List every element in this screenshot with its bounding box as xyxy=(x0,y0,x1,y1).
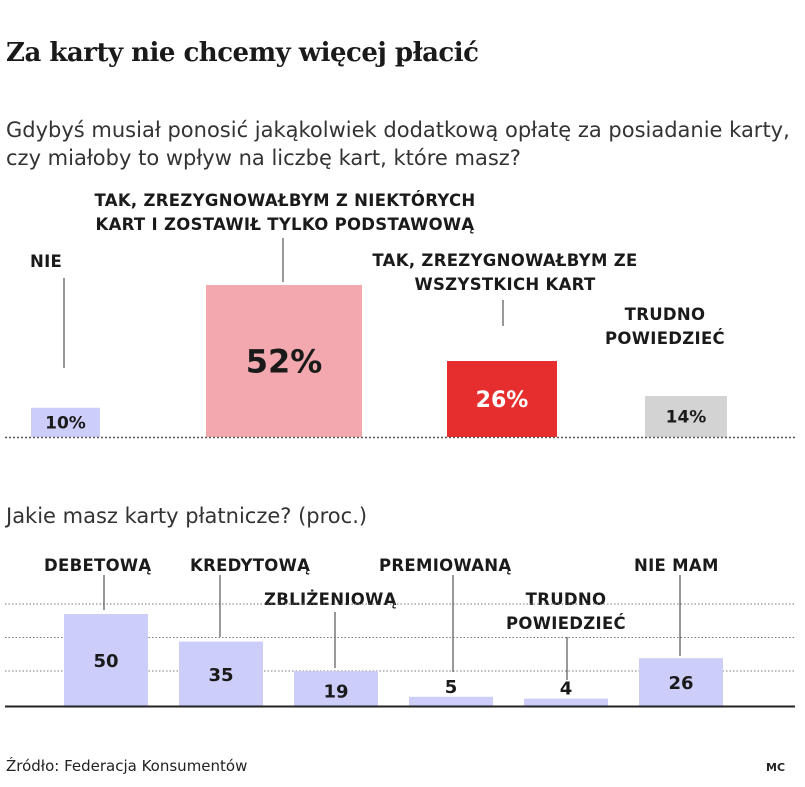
survey-question-1: Gdybyś musiał ponosić jakąkolwiek dodatk… xyxy=(6,118,790,170)
bar-2 xyxy=(206,285,362,437)
bar-1 xyxy=(31,407,100,437)
bar-4 xyxy=(524,698,608,706)
bar-4 xyxy=(645,396,727,437)
card-label-premiowana: PREMIOWANĄ xyxy=(379,556,512,575)
data-label-4: 14% xyxy=(666,408,707,428)
card-label-debetowa: DEBETOWĄ xyxy=(44,556,152,575)
bar-35 xyxy=(179,641,263,706)
data-label-19: 19 xyxy=(323,682,348,703)
category-label-tak-wszystkich: TAK, ZREZYGNOWAŁBYM ZE WSZYSTKICH KART xyxy=(372,251,638,294)
bar-3 xyxy=(447,361,557,437)
bar-26 xyxy=(639,658,723,706)
category-label-nie: NIE xyxy=(30,252,63,271)
data-label-4: 4 xyxy=(560,679,573,700)
bar-5 xyxy=(409,696,493,706)
chart-title: Za karty nie chcemy więcej płacić xyxy=(6,38,479,68)
data-label-1: 10% xyxy=(45,414,86,434)
card-label-trudno: TRUDNO POWIEDZIEĆ xyxy=(506,590,626,633)
card-label-nie-mam: NIE MAM xyxy=(634,556,719,575)
data-label-5: 5 xyxy=(445,677,458,698)
data-label-50: 50 xyxy=(93,651,118,672)
data-label-26: 26 xyxy=(668,673,693,694)
author-credit: MC xyxy=(766,761,786,774)
bar-19 xyxy=(294,671,378,706)
category-label-trudno: TRUDNO POWIEDZIEĆ xyxy=(605,305,725,348)
chart-1: 10% 52% 26% 14% xyxy=(5,238,795,439)
bar-50 xyxy=(64,614,148,706)
category-label-tak-niektorych: TAK, ZREZYGNOWAŁBYM Z NIEKTÓRYCH KART I … xyxy=(94,191,476,234)
data-label-2: 52% xyxy=(246,343,323,381)
source-note: Źródło: Federacja Konsumentów xyxy=(6,757,248,775)
data-label-35: 35 xyxy=(208,665,233,686)
card-label-kredytowa: KREDYTOWĄ xyxy=(190,556,311,575)
data-label-3: 26% xyxy=(476,388,529,413)
survey-question-2: Jakie masz karty płatnicze? (proc.) xyxy=(6,504,368,528)
